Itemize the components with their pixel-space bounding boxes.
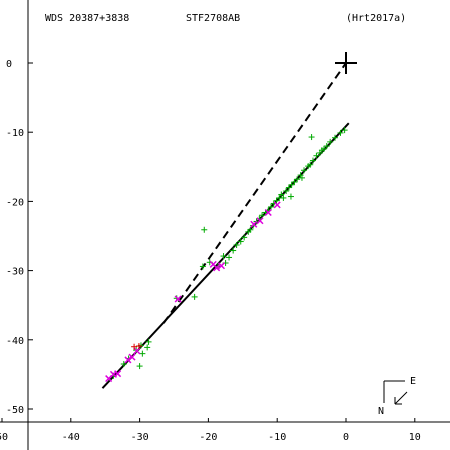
- green-plus-point: [247, 226, 254, 233]
- magenta-cross-point: [114, 370, 122, 378]
- y-tick-label: 0: [6, 59, 12, 70]
- magenta-cross-point: [273, 201, 281, 209]
- green-plus-point: [241, 234, 248, 241]
- orientation-indicator: N E: [378, 376, 416, 417]
- green-plus-point: [301, 167, 308, 174]
- green-plus-point: [259, 212, 266, 219]
- y-tick-label: -10: [6, 128, 24, 139]
- green-plus-point: [327, 138, 334, 145]
- magenta-cross-point: [217, 262, 226, 270]
- magenta-cross-point: [264, 208, 272, 217]
- green-plus-point: [226, 254, 233, 261]
- y-tick-label: -20: [6, 197, 24, 208]
- green-plus-point: [287, 193, 294, 200]
- y-axis-ticks: 0 -10 -20 -30 -40 -50: [6, 59, 33, 416]
- reference-code: (Hrt2017a): [346, 13, 406, 24]
- green-plus-point: [278, 191, 285, 198]
- green-plus-point: [220, 253, 227, 260]
- x-tick-label: 0: [343, 432, 349, 443]
- green-plus-point: [323, 143, 330, 150]
- green-plus-point: [318, 147, 325, 154]
- green-plus-point: [136, 363, 143, 370]
- magenta-cross-point: [174, 295, 182, 303]
- green-plus-point: [283, 188, 290, 195]
- magenta-cross-point: [124, 356, 132, 364]
- y-tick-label: -50: [6, 405, 24, 416]
- green-plus-point: [285, 184, 292, 191]
- green-plus-point: [313, 152, 320, 159]
- magenta-cross-point: [128, 353, 136, 361]
- red-plus-point: [135, 343, 142, 350]
- green-plus-point: [298, 174, 305, 181]
- x-tick-label: -30: [131, 432, 149, 443]
- y-tick-label: -40: [6, 336, 24, 347]
- green-plus-point: [268, 203, 275, 210]
- x-tick-label: -40: [62, 432, 80, 443]
- green-plus-point: [233, 241, 240, 248]
- x-tick-label: 10: [409, 432, 421, 443]
- wds-id: WDS 20387+3838: [45, 13, 129, 24]
- green-plus-point: [331, 134, 338, 141]
- green-plus-point: [280, 194, 287, 201]
- green-plus-point: [199, 263, 206, 270]
- green-plus-point: [230, 247, 237, 254]
- green-plus-point: [288, 181, 295, 188]
- discoverer-code: STF2708AB: [186, 13, 240, 24]
- measurement-points: [105, 127, 348, 383]
- x-tick-label: -10: [268, 432, 286, 443]
- x-tick-label: 50: [0, 432, 8, 443]
- magenta-cross-point: [250, 220, 258, 228]
- green-plus-point: [273, 197, 280, 204]
- red-plus-point: [131, 343, 138, 350]
- green-plus-point: [145, 338, 152, 345]
- east-label: E: [410, 376, 416, 387]
- green-plus-point: [201, 226, 208, 233]
- green-plus-point: [144, 344, 151, 351]
- green-plus-point: [291, 179, 298, 186]
- green-plus-point: [139, 350, 146, 357]
- x-axis-ticks: 50 -40 -30 -20 -10 0 10: [0, 418, 421, 443]
- green-plus-point: [341, 127, 348, 134]
- magenta-cross-point: [256, 217, 264, 225]
- green-plus-point: [191, 293, 198, 300]
- green-plus-point: [294, 176, 301, 183]
- green-plus-point: [337, 129, 344, 136]
- motion-arrow: [394, 391, 408, 405]
- green-plus-point: [120, 361, 127, 368]
- green-plus-point: [237, 238, 244, 245]
- y-tick-label: -30: [6, 267, 24, 278]
- magenta-cross-point: [213, 264, 221, 272]
- green-plus-point: [297, 172, 304, 179]
- green-plus-point: [309, 157, 316, 164]
- green-plus-point: [307, 161, 314, 168]
- primary-star-marker: [335, 52, 357, 74]
- x-tick-label: -20: [199, 432, 217, 443]
- north-label: N: [378, 406, 384, 417]
- primary-projection-line: [162, 62, 347, 324]
- green-plus-point: [308, 134, 315, 141]
